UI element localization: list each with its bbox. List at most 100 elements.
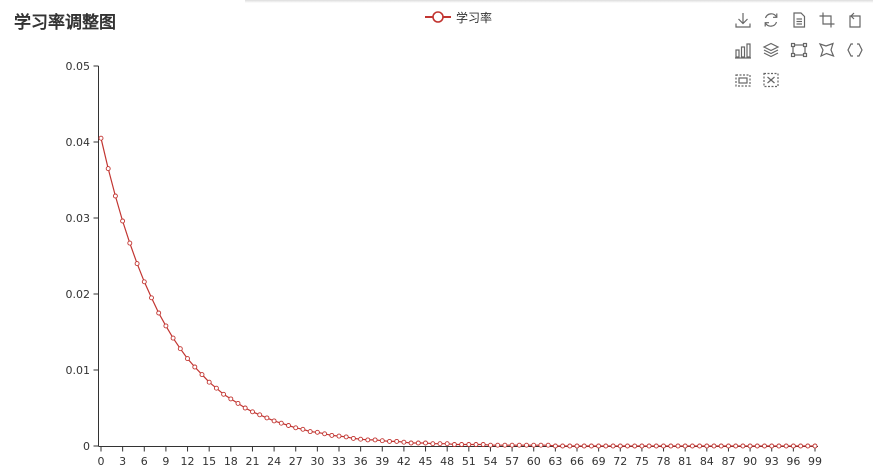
data-point[interactable] (408, 440, 414, 446)
clear-icon[interactable] (761, 70, 781, 90)
data-point[interactable] (192, 364, 198, 370)
data-point[interactable] (747, 443, 753, 449)
data-point[interactable] (271, 418, 277, 424)
data-point[interactable] (199, 372, 205, 378)
data-point[interactable] (733, 443, 739, 449)
data-point[interactable] (336, 433, 342, 439)
clear-select-icon[interactable] (733, 70, 753, 90)
data-point[interactable] (711, 443, 717, 449)
data-point[interactable] (141, 279, 147, 285)
data-point[interactable] (430, 441, 436, 447)
lasso-select-icon[interactable] (817, 40, 837, 60)
data-point[interactable] (740, 443, 746, 449)
data-point[interactable] (401, 439, 407, 445)
data-point[interactable] (314, 429, 320, 435)
rect-select-icon[interactable] (789, 40, 809, 60)
data-point[interactable] (358, 436, 364, 442)
data-point[interactable] (365, 437, 371, 443)
data-point[interactable] (228, 396, 234, 402)
data-point[interactable] (560, 443, 566, 449)
data-point[interactable] (177, 346, 183, 352)
data-point[interactable] (588, 443, 594, 449)
stack-icon[interactable] (761, 40, 781, 60)
data-point[interactable] (682, 443, 688, 449)
data-point[interactable] (98, 135, 104, 141)
data-point[interactable] (127, 240, 133, 246)
data-point[interactable] (322, 431, 328, 437)
data-point[interactable] (415, 440, 421, 446)
data-point[interactable] (704, 443, 710, 449)
data-point[interactable] (783, 443, 789, 449)
data-point[interactable] (661, 443, 666, 449)
data-point[interactable] (805, 443, 811, 449)
zoom-icon[interactable] (817, 10, 837, 30)
data-point[interactable] (437, 441, 443, 447)
data-point[interactable] (617, 443, 623, 449)
data-point[interactable] (488, 442, 493, 448)
data-point[interactable] (531, 442, 537, 448)
data-point[interactable] (120, 218, 126, 224)
data-point[interactable] (790, 443, 796, 449)
data-point[interactable] (718, 443, 724, 449)
data-point[interactable] (235, 400, 241, 406)
data-point[interactable] (444, 441, 450, 447)
data-point[interactable] (185, 356, 190, 362)
data-point[interactable] (387, 438, 392, 444)
data-point[interactable] (596, 443, 602, 449)
data-point[interactable] (264, 415, 270, 421)
data-point[interactable] (726, 443, 731, 449)
data-point[interactable] (350, 435, 356, 441)
data-point[interactable] (293, 425, 299, 431)
data-point[interactable] (538, 442, 544, 448)
data-point[interactable] (105, 166, 111, 172)
data-point[interactable] (329, 432, 335, 438)
data-point[interactable] (776, 443, 782, 449)
data-point[interactable] (372, 437, 378, 443)
data-point[interactable] (343, 434, 349, 440)
data-point[interactable] (646, 443, 652, 449)
data-view-icon[interactable] (789, 10, 809, 30)
data-point[interactable] (697, 443, 703, 449)
data-point[interactable] (156, 310, 162, 316)
data-point[interactable] (639, 443, 645, 449)
data-point[interactable] (567, 443, 573, 449)
data-point[interactable] (149, 295, 154, 301)
data-point[interactable] (163, 323, 169, 329)
data-point[interactable] (495, 442, 501, 448)
data-point[interactable] (668, 443, 674, 449)
data-point[interactable] (502, 442, 508, 448)
keep-select-icon[interactable] (845, 40, 865, 60)
bar-chart-icon[interactable] (733, 40, 753, 60)
zoom-back-icon[interactable] (845, 10, 865, 30)
data-point[interactable] (632, 443, 638, 449)
data-point[interactable] (480, 442, 486, 447)
data-point[interactable] (603, 443, 609, 449)
data-point[interactable] (286, 423, 291, 428)
legend-item[interactable]: 学习率 (425, 8, 492, 26)
data-point[interactable] (394, 438, 400, 444)
data-point[interactable] (762, 443, 767, 449)
data-point[interactable] (213, 385, 219, 391)
data-point[interactable] (689, 443, 695, 449)
data-point[interactable] (581, 443, 587, 449)
data-point[interactable] (509, 442, 515, 448)
data-point[interactable] (112, 193, 118, 199)
data-point[interactable] (625, 443, 630, 449)
data-point[interactable] (250, 409, 255, 415)
data-point[interactable] (675, 443, 681, 449)
data-point[interactable] (134, 261, 140, 267)
data-point[interactable] (610, 443, 616, 449)
data-point[interactable] (754, 443, 760, 449)
data-point[interactable] (307, 429, 313, 435)
data-point[interactable] (379, 438, 385, 444)
data-point[interactable] (574, 443, 580, 449)
data-point[interactable] (798, 443, 804, 449)
data-point[interactable] (524, 442, 529, 448)
data-point[interactable] (278, 420, 284, 426)
data-point[interactable] (473, 442, 479, 447)
data-point[interactable] (300, 426, 306, 432)
data-point[interactable] (206, 379, 212, 385)
data-point[interactable] (466, 442, 472, 447)
data-point[interactable] (170, 335, 176, 341)
data-point[interactable] (459, 442, 465, 447)
